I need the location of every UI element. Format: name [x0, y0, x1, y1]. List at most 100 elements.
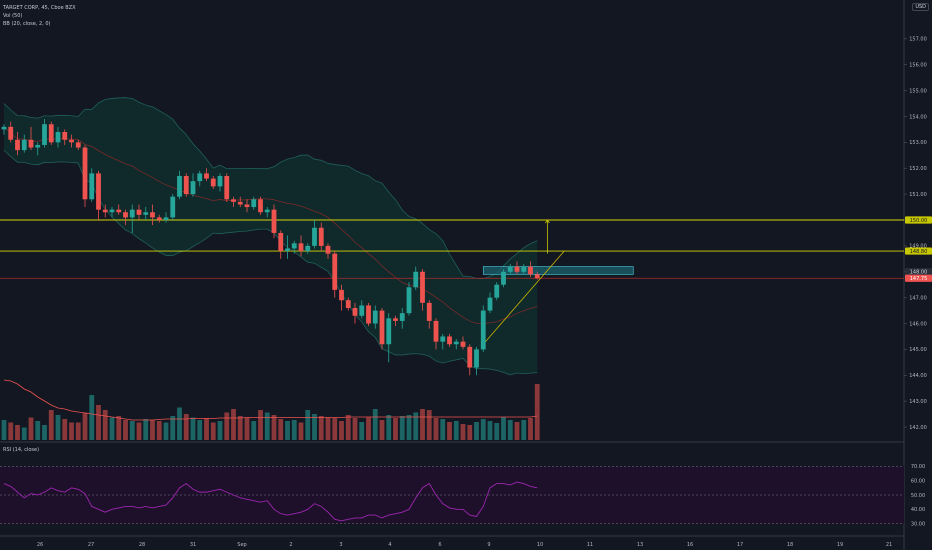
volume-bar	[325, 417, 331, 440]
price-tick-label: 157.00	[909, 37, 927, 43]
candle-body	[190, 181, 196, 195]
volume-indicator-legend[interactable]: Vol (50)	[3, 13, 23, 19]
time-tick-label: 21	[886, 542, 892, 548]
candle-body	[177, 176, 182, 197]
time-tick-label: 31	[190, 542, 196, 548]
candle-body	[332, 253, 338, 290]
volume-bar	[264, 412, 270, 440]
candle-body	[231, 199, 236, 202]
candle-body	[35, 144, 41, 148]
currency-badge[interactable]: USD	[912, 3, 929, 11]
price-tick-label: 146.00	[909, 321, 927, 327]
volume-bar	[494, 423, 500, 440]
volume-bar	[379, 420, 385, 440]
candle-body	[197, 173, 203, 182]
volume-bar	[35, 421, 41, 440]
trend-line	[482, 250, 565, 345]
volume-bar	[177, 407, 182, 440]
volume-bar	[372, 409, 378, 440]
volume-bar	[251, 421, 257, 440]
volume-bar	[433, 418, 439, 440]
volume-bar	[69, 422, 74, 440]
candle-body	[379, 310, 385, 345]
candle-body	[345, 300, 351, 308]
volume-bar	[440, 419, 446, 440]
candle-body	[514, 266, 520, 272]
volume-bar	[420, 409, 425, 440]
bollinger-upper-band	[3, 97, 538, 280]
volume-bar	[339, 421, 344, 440]
candle-body	[82, 147, 88, 200]
volume-bar	[48, 410, 54, 440]
candle-body	[440, 336, 446, 342]
candle-body	[447, 336, 452, 345]
volume-bar	[163, 422, 169, 440]
price-label-text: 148.00	[910, 270, 928, 276]
candle-body	[298, 243, 304, 252]
candle-body	[244, 204, 250, 208]
time-tick-label: 2	[289, 542, 292, 548]
volume-bar	[514, 422, 520, 440]
candle-body	[393, 318, 398, 321]
rsi-indicator-legend[interactable]: RSI (14, close)	[3, 447, 40, 453]
price-label-text: 150.00	[910, 218, 928, 224]
bollinger-indicator-legend[interactable]: BB (20, close, 2, 0)	[3, 21, 51, 27]
volume-bar	[312, 414, 317, 440]
price-tick-label: 149.00	[909, 244, 927, 250]
candle-body	[467, 346, 473, 368]
volume-bar	[231, 409, 236, 440]
candle-body	[251, 199, 257, 208]
volume-bar	[406, 415, 412, 440]
candle-body	[48, 124, 54, 143]
volume-bar	[204, 418, 209, 440]
target-zone	[482, 266, 634, 275]
volume-bar	[285, 421, 290, 440]
candle-body	[271, 209, 277, 233]
volume-bar	[453, 421, 459, 440]
volume-bar	[447, 422, 452, 440]
volume-bar	[507, 420, 513, 440]
volume-bar	[156, 421, 162, 440]
volume-bar	[197, 420, 203, 440]
price-tick-label: 154.00	[909, 114, 927, 120]
volume-bar	[75, 422, 81, 440]
candle-body	[102, 209, 108, 213]
time-tick-label: 10	[537, 542, 543, 548]
volume-bar	[123, 420, 128, 440]
candle-body	[528, 266, 533, 275]
candle-body	[183, 176, 189, 195]
time-tick-label: 27	[88, 542, 94, 548]
candle-body	[501, 271, 506, 285]
volume-bar	[528, 418, 533, 440]
candle-body	[352, 308, 358, 316]
volume-moving-average	[3, 379, 538, 421]
time-tick-label: 3	[339, 542, 342, 548]
volume-bar	[366, 417, 371, 440]
candle-body	[224, 176, 230, 200]
time-tick-label: 9	[487, 542, 490, 548]
candle-body	[291, 243, 297, 249]
volume-bar	[291, 420, 297, 440]
candle-body	[109, 209, 115, 213]
time-tick-label: 28	[139, 542, 145, 548]
volume-bar	[89, 395, 95, 440]
price-tick-label: 152.00	[909, 166, 927, 172]
volume-bar	[305, 410, 311, 440]
volume-bar	[413, 412, 419, 440]
price-tick-label: 156.00	[909, 63, 927, 69]
symbol-legend[interactable]: TARGET CORP, 45, Cboe BZX	[3, 5, 76, 11]
volume-bar	[96, 405, 101, 440]
volume-bar	[136, 422, 142, 440]
rsi-tick-label: 60.00	[911, 478, 925, 484]
candle-body	[312, 227, 317, 246]
rsi-tick-label: 40.00	[911, 507, 925, 513]
candle-body	[480, 310, 486, 350]
volume-bar	[426, 410, 432, 440]
candle-body	[507, 266, 513, 272]
candle-body	[460, 341, 466, 347]
candle-body	[55, 132, 61, 143]
time-tick-label: 4	[388, 542, 391, 548]
time-tick-label: 18	[787, 542, 793, 548]
volume-bar	[386, 415, 392, 440]
